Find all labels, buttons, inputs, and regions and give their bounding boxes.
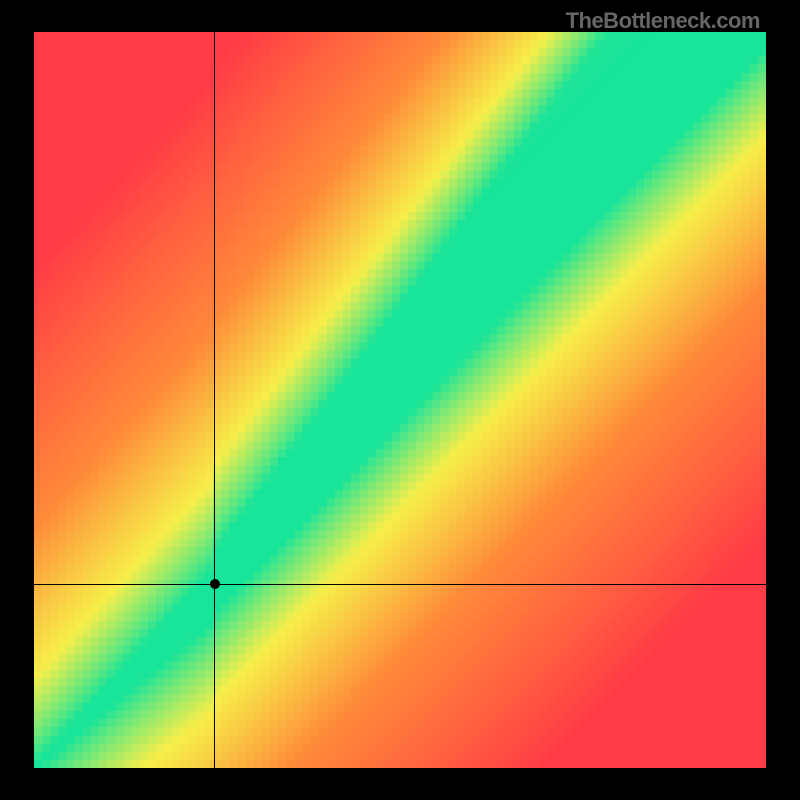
crosshair-vertical (214, 32, 215, 768)
watermark-label: TheBottleneck.com (566, 8, 760, 34)
chart-container: { "watermark": { "text": "TheBottleneck.… (0, 0, 800, 800)
bottleneck-heatmap (34, 32, 766, 768)
data-point-marker (210, 579, 220, 589)
crosshair-horizontal (34, 584, 766, 585)
